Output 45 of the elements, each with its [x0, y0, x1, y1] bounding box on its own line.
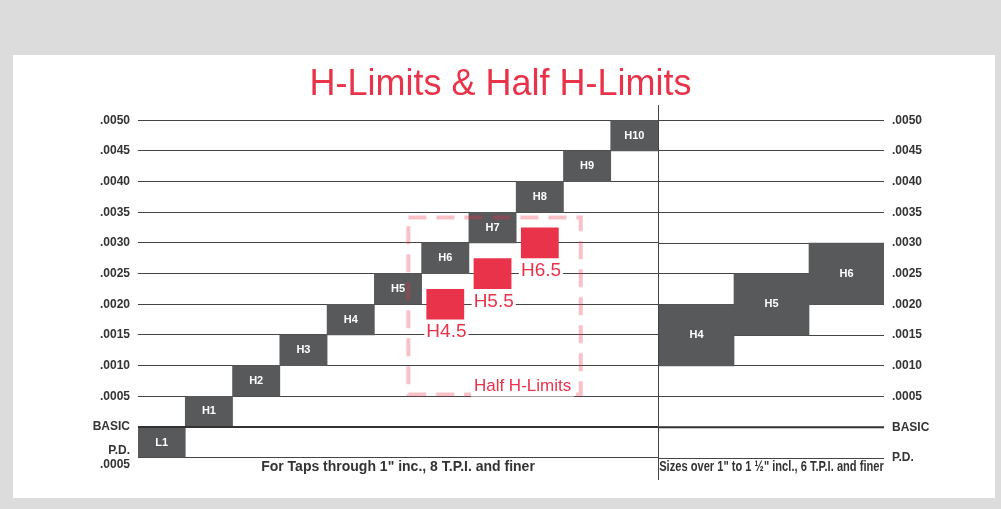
x-tick-label: H6 — [438, 251, 453, 264]
annotation: H4.5 — [426, 320, 467, 342]
y-tick-label: .0010 — [892, 358, 923, 373]
y-tick-label: P.D. — [892, 450, 914, 465]
y-tick-label: BASIC — [892, 419, 930, 434]
x-tick-label: H5 — [390, 281, 406, 294]
chart-title: H-Limits & Half H-Limits — [308, 62, 693, 104]
y-tick-label: .0025 — [892, 266, 923, 281]
y-tick-label: P.D. .0005 — [99, 442, 131, 472]
annotation: H5.5 — [473, 289, 514, 311]
x-axis-title: For Taps through 1" inc., 8 T.P.I. and finer — [261, 458, 536, 475]
text: Half H-Limits — [473, 375, 572, 395]
y-tick-label: .0025 — [99, 265, 131, 280]
y-tick-label: .0030 — [892, 235, 923, 250]
x-tick-label: H8 — [532, 189, 547, 202]
y-tick-label: .0005 — [99, 388, 131, 403]
y-tick-label: .0020 — [99, 296, 131, 311]
x-tick-label: H9 — [580, 159, 595, 172]
y-tick-label: .0045 — [892, 143, 923, 158]
x-tick-label: H2 — [249, 373, 264, 386]
y-tick-label: .0015 — [99, 327, 131, 342]
x-tick-label: H3 — [296, 343, 311, 356]
x-tick-label: H4 — [343, 312, 359, 325]
x-tick-label: L1 — [155, 435, 169, 448]
x-tick-label: H1 — [201, 404, 216, 417]
x-tick-label: H5 — [764, 297, 779, 310]
annotation: H6.5 — [520, 258, 562, 280]
y-tick-label: .0005 — [892, 388, 923, 403]
y-tick-label: .0050 — [99, 112, 131, 127]
x-tick-label: H4 — [689, 328, 705, 341]
y-tick-label: .0015 — [892, 327, 923, 342]
y-tick-label: .0020 — [892, 296, 923, 311]
x-tick-label: H6 — [839, 266, 854, 279]
y-tick-label: .0040 — [99, 173, 131, 188]
y-tick-label: .0010 — [99, 357, 131, 372]
y-tick-label: .0045 — [99, 143, 131, 158]
x-axis-title: Sizes over 1" to 1 ½" incl., 6 T.P.I. and finer — [659, 459, 884, 475]
y-tick-label: .0035 — [99, 204, 131, 219]
x-tick-label: H10 — [624, 128, 645, 141]
y-tick-label: .0040 — [892, 173, 923, 188]
x-tick-label: H7 — [485, 220, 500, 233]
y-tick-label: .0030 — [99, 235, 131, 250]
y-tick-label: .0035 — [892, 204, 923, 219]
y-tick-label: .0050 — [892, 112, 923, 127]
y-tick-label: BASIC — [92, 419, 131, 434]
